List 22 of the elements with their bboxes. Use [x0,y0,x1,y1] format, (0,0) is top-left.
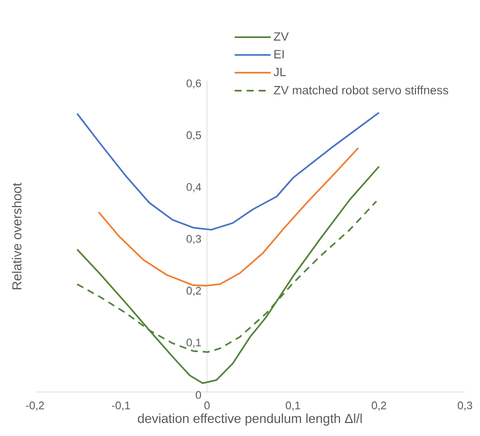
y-axis-title: Relative overshoot [12,182,22,290]
line-series [76,112,380,231]
y-tick-label: 0,3 [186,234,201,244]
y-tick-label: 0,5 [186,131,201,140]
y-tick-label: 0,1 [186,338,201,348]
line-series [76,166,380,384]
legend-label: ZV matched robot servo stiffness [274,86,448,94]
y-tick-label: 0 [196,391,202,399]
x-tick-label: 0,1 [286,402,300,411]
x-tick-label: 0,2 [372,402,386,411]
y-tick-label: 0,6 [186,79,201,89]
x-tick-label: -0,1 [112,402,130,411]
y-tick-label: 0,2 [186,286,201,296]
y-tick-label: 0,4 [186,183,202,192]
x-axis-title: deviation effective pendulum length Δl/l [138,414,362,426]
x-tick-label: 0,3 [458,402,472,411]
legend-label: ZV [274,32,289,41]
line-series [98,147,360,287]
x-tick-label: 0 [204,402,210,410]
x-tick-label: -0,2 [26,402,44,411]
legend-label: EI [274,50,284,58]
legend-label: JL [274,68,286,76]
